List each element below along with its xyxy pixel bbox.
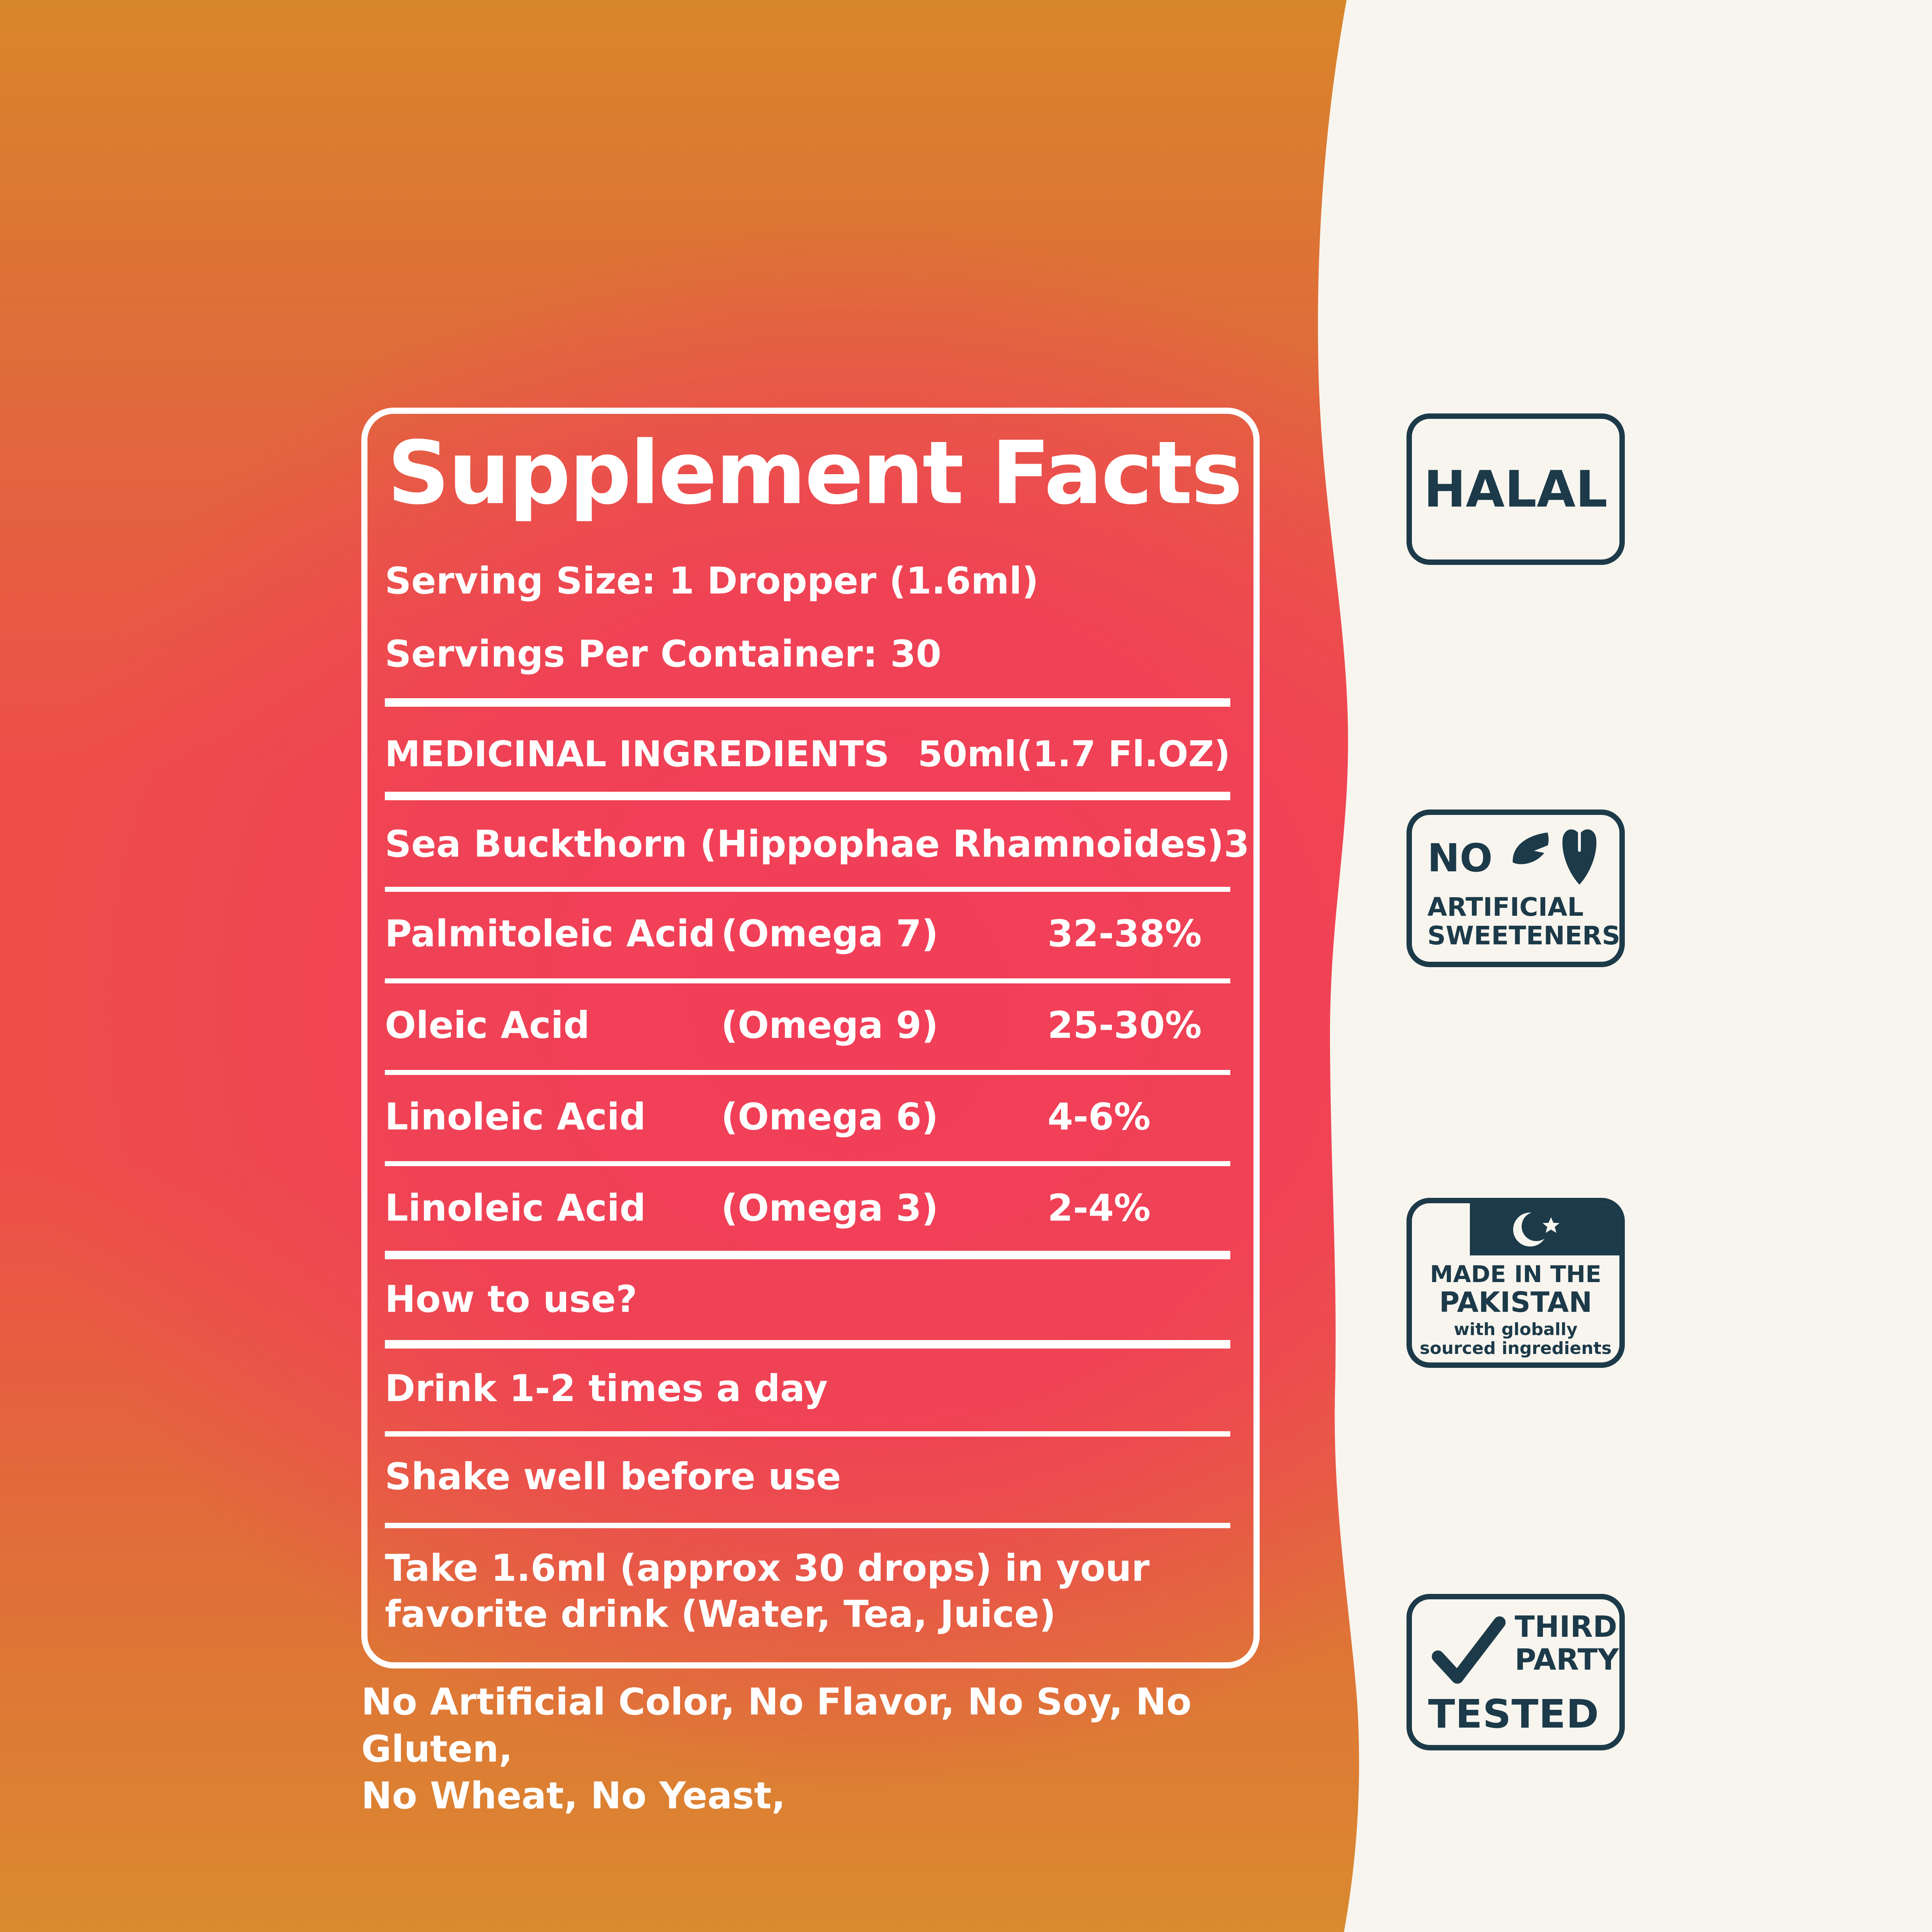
usage-take-line: favorite drink (Water, Tea, Juice) (385, 1593, 1056, 1636)
made-in-line3: with globally (1454, 1320, 1578, 1340)
divider (385, 1161, 1230, 1167)
halal-label: HALAL (1423, 460, 1608, 519)
nutrient-omega: (Omega 9) (721, 1004, 939, 1047)
nutrient-omega: (Omega 6) (721, 1095, 939, 1138)
tested-word: TESTED (1428, 1691, 1599, 1737)
nutrient-name: Oleic Acid (385, 1004, 590, 1047)
no-artificial-sweeteners-badge: NO ARTIFICIAL SWEETENERS (1406, 810, 1625, 967)
nutrient-row: Palmitoleic Acid (Omega 7) 32-38% (385, 911, 1230, 957)
crescent-star-icon (1493, 1207, 1578, 1253)
no-artificial-top-row: NO (1427, 828, 1605, 893)
source-name: Sea Buckthorn (Hippophae Rhamnoides) (385, 823, 1224, 866)
nutrient-omega: (Omega 7) (721, 913, 939, 955)
nutrient-omega: (Omega 3) (721, 1187, 939, 1230)
divider (385, 1523, 1230, 1529)
pakistan-flag-band (1412, 1203, 1619, 1255)
usage-line: Drink 1-2 times a day (385, 1367, 828, 1410)
nutrient-value: 25-30% (1048, 1004, 1202, 1047)
panel-title: Supplement Facts (387, 423, 1243, 524)
medicinal-amount: 50ml(1.7 Fl.OZ) (918, 733, 1230, 775)
nutrient-name: Palmitoleic Acid (385, 913, 716, 955)
divider (385, 1340, 1230, 1349)
source-value: 3:1 (1224, 823, 1253, 866)
checkmark-icon (1428, 1610, 1509, 1695)
party-word: PARTY (1515, 1642, 1619, 1677)
nutrient-value: 4-6% (1048, 1095, 1151, 1138)
divider (385, 698, 1230, 707)
made-in-line4: sourced ingredients (1420, 1338, 1612, 1359)
third-party-tested-badge: THIRD PARTY TESTED (1406, 1594, 1625, 1750)
supplement-facts-panel: Supplement Facts Serving Size: 1 Dropper… (361, 408, 1260, 1668)
footnote-line: No Wheat, No Yeast, (361, 1775, 786, 1818)
divider (385, 887, 1230, 892)
no-artificial-line2: ARTIFICIAL (1427, 892, 1584, 922)
third-party-top-row: THIRD PARTY (1428, 1610, 1619, 1695)
made-in-line1: MADE IN THE (1430, 1261, 1602, 1288)
nutrient-name: Linoleic Acid (385, 1187, 646, 1230)
made-in-line2: PAKISTAN (1439, 1286, 1592, 1318)
divider (385, 1251, 1230, 1259)
usage-line: Shake well before use (385, 1455, 841, 1498)
medicinal-label: MEDICINAL INGREDIENTS (385, 733, 889, 775)
divider (385, 1431, 1230, 1437)
nutrient-row: Oleic Acid (Omega 9) 25-30% (385, 1003, 1230, 1049)
divider (385, 792, 1230, 801)
usage-take-block: Take 1.6ml (approx 30 drops) in your fav… (385, 1546, 1230, 1638)
nutrient-value: 32-38% (1048, 913, 1202, 955)
medicinal-ingredients-row: MEDICINAL INGREDIENTS 50ml(1.7 Fl.OZ) (385, 732, 1230, 776)
nutrient-name: Linoleic Acid (385, 1095, 646, 1138)
no-artificial-no: NO (1427, 835, 1493, 881)
leaves-icon (1509, 826, 1605, 893)
third-party-words: THIRD PARTY (1515, 1610, 1619, 1676)
third-word: THIRD (1515, 1609, 1617, 1644)
no-artificial-line3: SWEETENERS (1427, 920, 1621, 951)
source-row: Sea Buckthorn (Hippophae Rhamnoides) 3:1 (385, 821, 1253, 867)
wave-shape (1318, 0, 1932, 1932)
divider (385, 978, 1230, 983)
how-to-use-heading: How to use? (385, 1278, 638, 1321)
serving-size-line: Serving Size: 1 Dropper (1.6ml) (385, 560, 1039, 602)
pakistan-flag-white-stripe (1412, 1203, 1470, 1255)
footnote-line: No Artificial Color, No Flavor, No Soy, … (361, 1681, 1192, 1770)
footnote: No Artificial Color, No Flavor, No Soy, … (361, 1679, 1308, 1820)
nutrient-row: Linoleic Acid (Omega 6) 4-6% (385, 1094, 1230, 1140)
nutrient-row: Linoleic Acid (Omega 3) 2-4% (385, 1185, 1230, 1231)
servings-per-container-line: Servings Per Container: 30 (385, 633, 942, 675)
made-in-pakistan-badge: MADE IN THE PAKISTAN with globally sourc… (1406, 1198, 1625, 1368)
divider (385, 1070, 1230, 1075)
halal-badge: HALAL (1406, 413, 1625, 565)
usage-take-line: Take 1.6ml (approx 30 drops) in your (385, 1547, 1150, 1590)
nutrient-value: 2-4% (1048, 1187, 1151, 1230)
